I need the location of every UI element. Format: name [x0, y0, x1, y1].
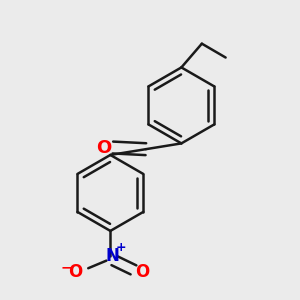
Text: O: O	[135, 262, 149, 280]
Text: O: O	[68, 262, 82, 280]
Text: N: N	[105, 247, 119, 265]
Text: −: −	[60, 261, 72, 274]
Text: +: +	[116, 241, 126, 254]
Text: O: O	[96, 139, 111, 157]
